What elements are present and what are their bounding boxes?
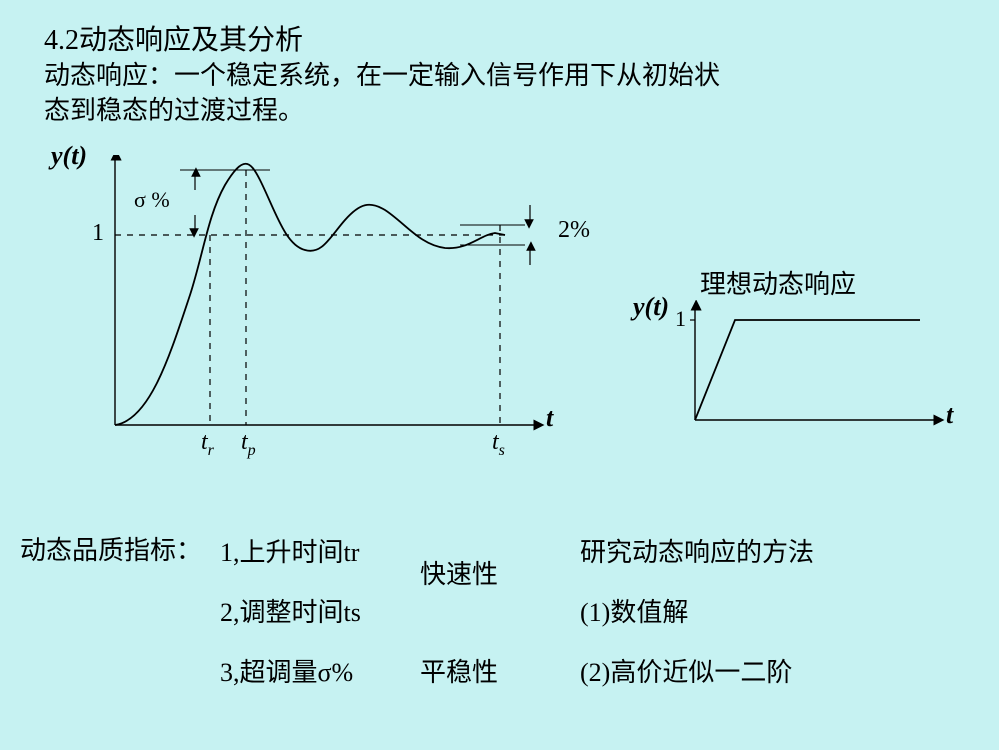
definition-line1: 动态响应：一个稳定系统，在一定输入信号作用下从初始状 [44,58,720,93]
definition-line2: 态到稳态的过渡过程。 [44,93,720,128]
ideal-y-axis-label: y(t) [633,292,669,322]
indicator-item-3: 3,超调量σ% [220,652,353,689]
y-axis-label: y(t) [51,141,87,171]
definition-text: 动态响应：一个稳定系统，在一定输入信号作用下从初始状 态到稳态的过渡过程。 [44,58,720,128]
method-2: (2)高价近似一二阶 [580,652,792,689]
ideal-y-tick-1: 1 [675,306,686,332]
property-stable: 平稳性 [420,652,498,689]
ideal-chart-title: 理想动态响应 [700,264,856,301]
sigma-label: σ % [134,187,170,213]
main-chart-svg [110,155,550,445]
method-1: (1)数值解 [580,592,688,629]
band-label: 2% [558,217,590,244]
ideal-x-axis-label: t [946,400,953,430]
y-tick-1: 1 [92,220,104,247]
property-fast: 快速性 [420,554,498,591]
tp-label: tp [241,429,256,460]
tr-label: tr [201,429,214,460]
main-chart: y(t) t 1 σ % 2% tr tp ts [110,155,550,445]
indicators-title: 动态品质指标： [20,530,202,567]
heading-text: 4.2动态响应及其分析 [44,25,303,56]
indicator-item-1: 1,上升时间tr [220,532,359,569]
x-axis-label: t [546,403,553,433]
ts-label: ts [492,429,505,460]
ideal-chart-svg [690,300,950,435]
ideal-chart: y(t) t 1 理想动态响应 [690,300,950,450]
methods-title: 研究动态响应的方法 [580,532,814,569]
section-heading: 4.2动态响应及其分析 [44,18,303,58]
indicator-item-2: 2,调整时间ts [220,592,361,629]
